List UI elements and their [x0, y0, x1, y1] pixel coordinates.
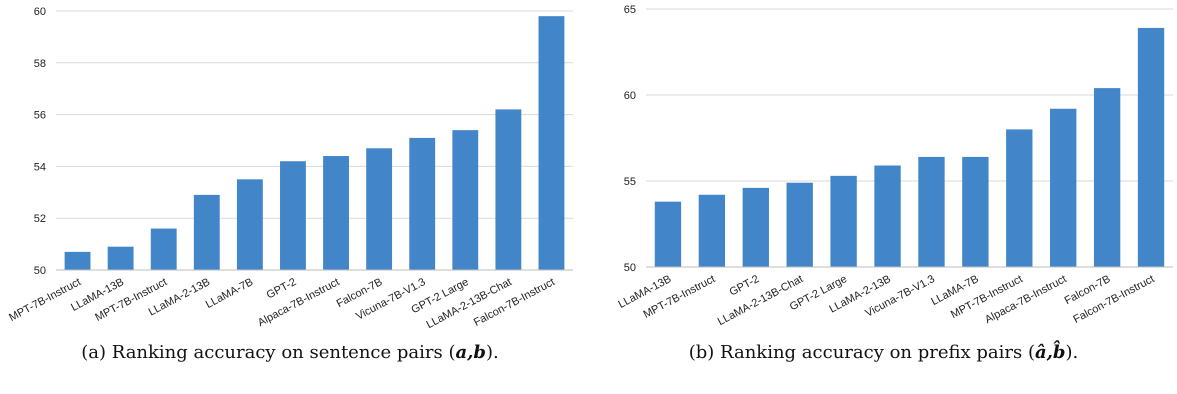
caption-b: (b) Ranking accuracy on prefix pairs (â,… — [590, 342, 1177, 363]
chart-a-y-tick-label: 50 — [34, 265, 46, 277]
chart-a-x-tick-label: Falcon-7B-Instruct — [472, 276, 557, 329]
chart-b-y-tick-label: 65 — [624, 4, 636, 16]
chart-a-bar — [280, 161, 306, 270]
chart-a-bar — [495, 109, 522, 270]
chart-b-bar — [1006, 129, 1033, 267]
chart-a-bar — [538, 16, 565, 271]
chart-b-bar — [962, 156, 989, 267]
caption-a-prefix: (a) Ranking accuracy on sentence pairs ( — [81, 342, 456, 363]
chart-b-x-tick-label: GPT-2 — [727, 273, 761, 299]
chart-b-y-tick-label: 55 — [624, 176, 636, 188]
chart-a-bar — [150, 228, 177, 270]
chart-a-x-tick-label: MPT-7B-Instruct — [7, 276, 83, 324]
chart-a-y-tick-label: 56 — [34, 110, 46, 122]
chart-b-bar — [1137, 27, 1165, 268]
chart-b-bar — [742, 187, 769, 267]
chart-a-bar — [236, 179, 263, 270]
chart-b-bar — [874, 165, 901, 267]
chart-a-bar — [409, 137, 436, 270]
chart-a-bar — [64, 251, 91, 270]
chart-b-bar — [1093, 88, 1121, 268]
chart-a-bar — [107, 246, 134, 270]
chart-a-bar — [193, 194, 220, 270]
caption-a-suffix: ). — [486, 342, 499, 363]
chart-b-bar — [830, 175, 857, 267]
chart-a-y-tick-label: 58 — [34, 58, 46, 70]
chart-a-x-tick-label: Alpaca-7B-Instruct — [256, 276, 342, 329]
chart-a-bar — [323, 156, 349, 270]
chart-b-bar — [786, 182, 813, 267]
chart-b-x-tick-label: Alpaca-7B-Instruct — [983, 273, 1069, 326]
caption-a-math: a,b — [455, 342, 486, 363]
chart-b-bar — [1050, 108, 1077, 267]
chart-b-y-tick-label: 50 — [624, 262, 636, 274]
chart-b-bar — [918, 156, 945, 267]
chart-a-x-tick-label: LLaMA-7B — [204, 276, 256, 311]
chart-a-y-tick-label: 60 — [34, 6, 46, 18]
caption-b-suffix: ). — [1065, 342, 1079, 363]
chart-a-y-tick-label: 52 — [34, 213, 46, 225]
bar-chart-a: 505254565860MPT-7B-InstructLLaMA-13BMPT-… — [7, 6, 573, 331]
chart-b-bar — [654, 201, 682, 267]
caption-b-prefix: (b) Ranking accuracy on prefix pairs ( — [688, 342, 1035, 363]
chart-a-bar — [452, 130, 479, 270]
caption-b-math: â,b̂ — [1035, 342, 1066, 363]
chart-a-bar — [366, 148, 393, 270]
chart-b-x-tick-label: Falcon-7B-Instruct — [1071, 273, 1156, 326]
chart-a-y-tick-label: 54 — [34, 161, 46, 173]
chart-a-x-tick-label: MPT-7B-Instruct — [93, 276, 169, 324]
caption-a: (a) Ranking accuracy on sentence pairs (… — [0, 342, 580, 363]
chart-b-bar — [698, 194, 726, 267]
chart-panel-b: 50 55 60 65 LLaMA-13B MPT-7B-Instruct GPT-2 LLa… — [590, 0, 1177, 394]
chart-panel-a: 50 52 54 56 58 60 MPT-7B-Instruct LLaMA-13B MPT-… — [0, 0, 580, 394]
chart-b-y-tick-label: 60 — [624, 90, 636, 102]
